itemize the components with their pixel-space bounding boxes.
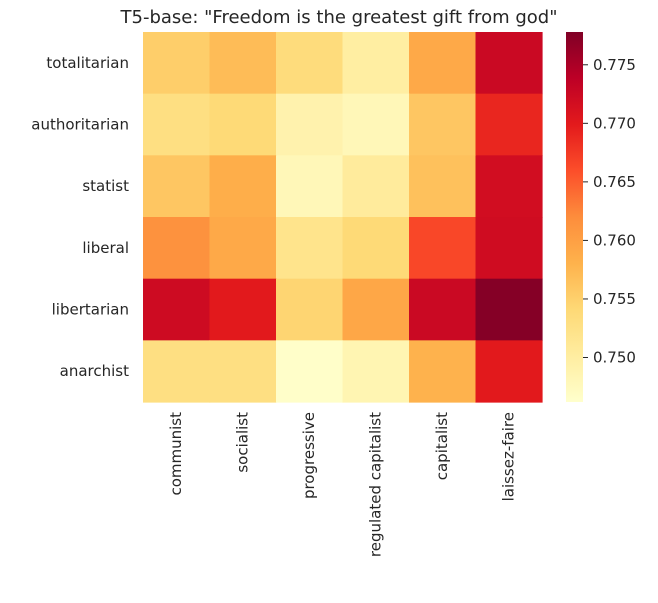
heatmap-cell xyxy=(409,217,477,280)
colorbar xyxy=(566,32,583,402)
heatmap-cell xyxy=(143,340,211,403)
colorbar-tick-label: 0.765 xyxy=(593,173,636,191)
colorbar-ticks: 0.750 0.755 0.760 0.765 0.770 0.775 xyxy=(583,56,636,367)
heatmap-cell xyxy=(342,93,410,156)
y-tick-label: totalitarian xyxy=(46,54,129,72)
heatmap-cells xyxy=(143,32,543,403)
heatmap-cell xyxy=(409,340,477,403)
x-tick-label: socialist xyxy=(234,412,252,473)
heatmap-cell xyxy=(143,32,211,95)
colorbar-tick-label: 0.775 xyxy=(593,56,636,74)
y-tick-label: liberal xyxy=(82,239,129,257)
colorbar-tick-label: 0.750 xyxy=(593,349,636,367)
heatmap-cell xyxy=(409,32,477,95)
x-tick-label: communist xyxy=(167,412,185,496)
heatmap-cell xyxy=(342,155,410,218)
x-tick-label: progressive xyxy=(300,412,318,499)
heatmap-cell xyxy=(143,93,211,156)
colorbar-tick-label: 0.755 xyxy=(593,290,636,308)
heatmap-cell xyxy=(342,217,410,280)
chart-title: T5-base: "Freedom is the greatest gift f… xyxy=(120,7,558,28)
colorbar-tick-label: 0.770 xyxy=(593,114,636,132)
heatmap-cell xyxy=(475,278,543,341)
heatmap-cell xyxy=(276,155,344,218)
heatmap-cell xyxy=(209,93,277,156)
y-tick-label: anarchist xyxy=(60,362,129,380)
heatmap-cell xyxy=(342,340,410,403)
heatmap-cell xyxy=(409,93,477,156)
x-tick-labels: communist socialist progressive regulated c… xyxy=(167,412,518,557)
heatmap-cell xyxy=(209,340,277,403)
heatmap-cell xyxy=(409,278,477,341)
x-tick-label: regulated capitalist xyxy=(367,412,385,557)
heatmap-cell xyxy=(209,155,277,218)
x-tick-label: capitalist xyxy=(433,412,451,480)
heatmap-cell xyxy=(409,155,477,218)
heatmap-cell xyxy=(276,278,344,341)
heatmap-cell xyxy=(475,155,543,218)
heatmap-cell xyxy=(209,217,277,280)
colorbar-gradient xyxy=(566,32,583,402)
heatmap-cell xyxy=(342,32,410,95)
heatmap-cell xyxy=(276,217,344,280)
heatmap-cell xyxy=(276,93,344,156)
heatmap-cell xyxy=(475,217,543,280)
x-tick-label: laissez-faire xyxy=(500,412,518,501)
y-tick-label: statist xyxy=(82,177,129,195)
heatmap-cell xyxy=(143,278,211,341)
heatmap-cell xyxy=(342,278,410,341)
y-tick-label: libertarian xyxy=(52,301,129,319)
colorbar-tick-label: 0.760 xyxy=(593,231,636,249)
heatmap-cell xyxy=(276,32,344,95)
heatmap-cell xyxy=(475,93,543,156)
heatmap-cell xyxy=(209,278,277,341)
heatmap-cell xyxy=(143,217,211,280)
heatmap-cell xyxy=(475,32,543,95)
heatmap-cell xyxy=(475,340,543,403)
heatmap-cell xyxy=(143,155,211,218)
heatmap-cell xyxy=(276,340,344,403)
heatmap-cell xyxy=(209,32,277,95)
y-tick-label: authoritarian xyxy=(31,116,129,134)
y-tick-labels: totalitarian authoritarian statist liberal l… xyxy=(31,54,129,380)
